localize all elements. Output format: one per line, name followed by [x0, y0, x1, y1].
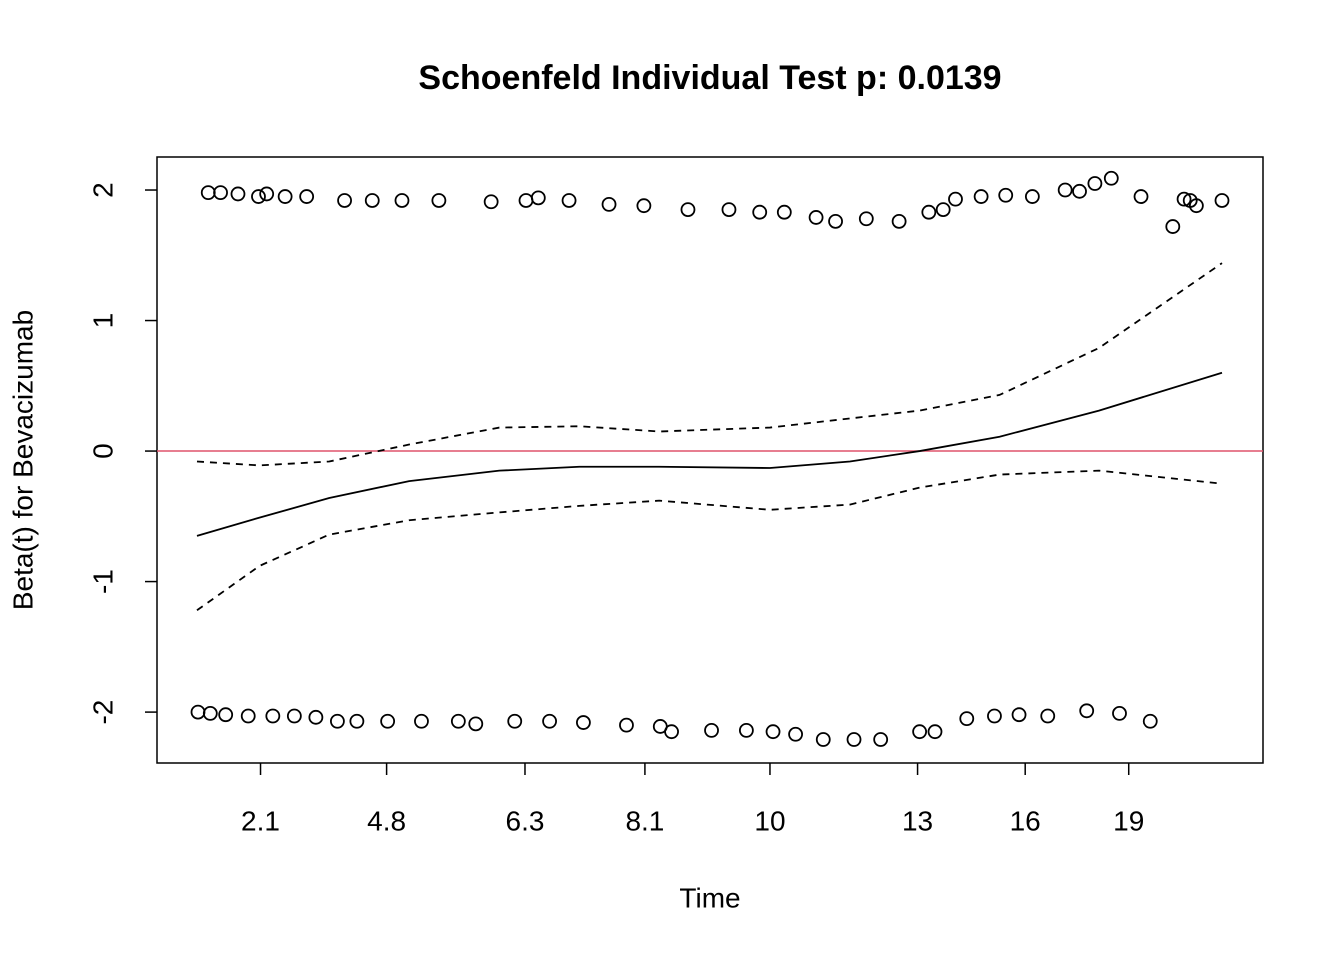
point — [1079, 703, 1095, 719]
point — [828, 213, 843, 229]
point — [337, 193, 352, 208]
point — [450, 713, 466, 729]
point — [752, 204, 768, 220]
confidence-band — [196, 469, 1223, 612]
point — [277, 189, 293, 204]
y-tick-label: 2 — [87, 182, 118, 198]
x-axis-label: Time — [679, 882, 740, 913]
point — [1072, 183, 1087, 199]
point — [636, 198, 652, 214]
x-tick-label: 8.1 — [625, 805, 664, 836]
point — [873, 732, 889, 747]
y-tick-label: 0 — [87, 443, 118, 459]
point — [1214, 193, 1230, 208]
point — [704, 722, 719, 738]
x-tick-label: 19 — [1113, 805, 1144, 836]
point — [364, 193, 380, 208]
plot-frame — [156, 156, 1264, 764]
point — [414, 713, 429, 729]
x-tick-label: 4.8 — [367, 805, 406, 836]
chart-title: Schoenfeld Individual Test p: 0.0139 — [418, 59, 1001, 97]
point — [576, 715, 591, 730]
y-tick-label: -2 — [87, 700, 118, 725]
point — [664, 724, 679, 740]
point — [846, 732, 862, 747]
x-tick-label: 10 — [754, 805, 785, 836]
point — [230, 186, 246, 202]
point — [680, 202, 696, 217]
point — [380, 713, 396, 729]
point — [518, 193, 534, 208]
point — [619, 717, 634, 733]
point — [1176, 191, 1192, 207]
point — [218, 707, 234, 723]
point — [987, 708, 1002, 724]
point — [973, 189, 989, 204]
point — [776, 204, 792, 220]
point — [1112, 706, 1127, 721]
point — [308, 709, 324, 725]
point — [561, 193, 577, 208]
point — [1165, 219, 1181, 234]
point — [788, 726, 803, 742]
confidence-band — [196, 262, 1223, 467]
x-tick-label: 6.3 — [506, 805, 545, 836]
point — [330, 713, 345, 729]
point — [542, 713, 557, 729]
point — [601, 196, 617, 212]
point — [927, 724, 943, 740]
point — [959, 711, 975, 727]
x-tick-label: 13 — [902, 805, 933, 836]
y-tick-label: 1 — [87, 313, 118, 329]
point — [1103, 170, 1119, 186]
point — [858, 211, 874, 227]
point — [808, 210, 824, 225]
point — [921, 204, 937, 220]
point — [721, 202, 737, 217]
point — [1011, 707, 1027, 723]
point — [200, 185, 216, 201]
x-tick-label: 2.1 — [241, 805, 280, 836]
point — [265, 708, 281, 724]
point — [251, 189, 266, 204]
point — [286, 708, 302, 724]
point — [259, 186, 275, 202]
y-axis-label: Beta(t) for Bevacizumab — [7, 310, 38, 610]
point — [1024, 189, 1040, 204]
point — [190, 704, 206, 720]
point — [765, 724, 781, 740]
point — [1087, 176, 1103, 191]
point — [1040, 708, 1056, 724]
point — [1188, 198, 1204, 214]
point — [815, 732, 831, 747]
point — [240, 708, 256, 724]
fit-line — [196, 371, 1223, 537]
point — [349, 713, 365, 729]
y-tick-label: -1 — [87, 569, 118, 594]
point — [213, 185, 228, 201]
point — [468, 716, 484, 732]
point — [507, 713, 523, 729]
point — [738, 722, 754, 738]
point — [948, 191, 963, 207]
point — [1057, 182, 1073, 198]
point — [998, 187, 1014, 203]
point — [891, 213, 907, 229]
point — [394, 193, 410, 208]
point — [530, 190, 546, 206]
point — [202, 706, 218, 721]
point — [431, 193, 447, 208]
point — [1133, 189, 1149, 204]
point — [1142, 713, 1158, 729]
point — [912, 724, 928, 740]
point — [935, 202, 951, 217]
x-tick-label: 16 — [1010, 805, 1041, 836]
point — [299, 189, 315, 204]
point — [483, 194, 499, 210]
